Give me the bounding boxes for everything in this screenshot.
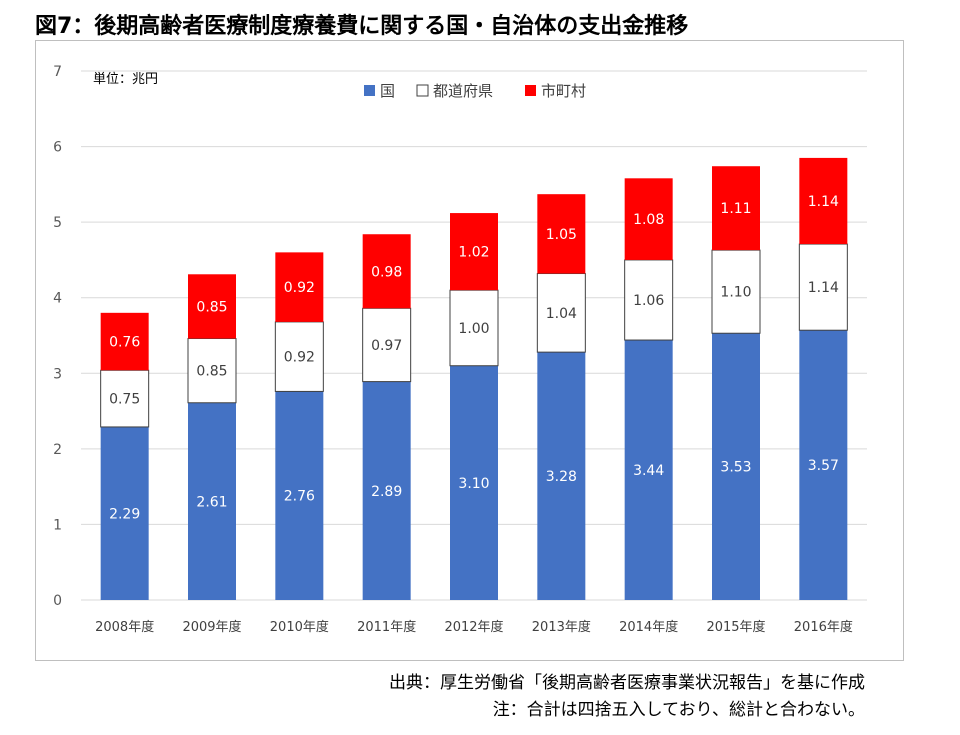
y-tick-label: 6	[53, 140, 62, 156]
data-label: 0.75	[109, 392, 140, 408]
data-label: 1.06	[633, 293, 664, 309]
legend-swatch	[416, 84, 429, 97]
bar-segment	[624, 340, 673, 600]
x-tick-label: 2013年度	[532, 619, 591, 635]
data-label: 3.57	[808, 458, 839, 474]
bar-segment	[274, 321, 324, 392]
data-label: 1.00	[458, 321, 489, 337]
bar-segment	[187, 338, 237, 404]
data-label: 0.92	[284, 280, 315, 296]
x-tick-label: 2012年度	[444, 619, 503, 635]
data-label: 1.10	[720, 285, 751, 301]
data-label: 3.10	[458, 476, 489, 492]
source-note: 出典：厚生労働省「後期高齢者医療事業状況報告」を基に作成	[389, 673, 865, 693]
data-label: 3.53	[720, 460, 751, 476]
y-tick-label: 0	[53, 593, 62, 609]
bar-segment	[100, 312, 149, 371]
data-label: 0.85	[196, 299, 227, 315]
bar-segment	[536, 273, 586, 353]
data-label: 1.05	[546, 227, 577, 243]
legend-label: 市町村	[541, 82, 586, 100]
x-tick-label: 2015年度	[706, 619, 765, 635]
bar-segment	[362, 381, 411, 600]
y-tick-label: 1	[53, 517, 62, 533]
x-tick-label: 2016年度	[794, 619, 853, 635]
bar-segment	[537, 352, 586, 600]
legend-swatch	[525, 85, 536, 96]
bar-segment	[798, 243, 848, 331]
y-tick-label: 2	[53, 442, 62, 458]
rounding-note: 注：合計は四捨五入しており、総計と合わない。	[492, 700, 865, 720]
bar-segment	[275, 391, 324, 600]
bar-segment	[188, 274, 236, 339]
bar-segment	[799, 330, 848, 600]
x-tick-label: 2010年度	[270, 619, 329, 635]
data-label: 1.02	[458, 245, 489, 261]
legend-label: 国	[380, 82, 395, 100]
data-label: 2.76	[284, 489, 315, 505]
data-label: 0.92	[284, 350, 315, 366]
bar-segment	[712, 166, 760, 251]
data-label: 1.11	[720, 201, 751, 217]
bar-segment	[100, 369, 150, 428]
data-label: 2.29	[109, 506, 140, 522]
bar-segment	[624, 178, 673, 260]
x-tick-label: 2011年度	[357, 619, 416, 635]
data-label: 2.89	[371, 484, 402, 500]
y-tick-label: 3	[53, 366, 62, 382]
data-label: 1.14	[808, 194, 839, 210]
data-label: 0.98	[371, 264, 402, 280]
legend-swatch	[364, 85, 375, 96]
bar-segment	[799, 157, 848, 245]
bar-segment	[100, 426, 149, 600]
data-label: 3.28	[546, 469, 577, 485]
unit-label: 単位：兆円	[93, 71, 158, 87]
bar-segment	[712, 333, 760, 600]
bar-segment	[449, 289, 499, 367]
data-label: 1.14	[808, 280, 839, 296]
bar-segment	[450, 213, 498, 291]
data-label: 0.97	[371, 338, 402, 354]
legend-label: 都道府県	[433, 82, 493, 100]
bar-segment	[362, 234, 411, 309]
data-label: 1.04	[546, 306, 577, 322]
stacked-bar-chart: 0 1 2 3 4 5 6 7 2.29 0.75 0.76 2008年度 2.61 0.85 0.85 20…	[53, 64, 867, 635]
bar-segment	[275, 252, 324, 322]
bar-segment	[711, 249, 761, 334]
chart-title: 図7：後期高齢者医療制度療養費に関する国・自治体の支出金推移	[35, 14, 689, 39]
y-tick-label: 4	[53, 291, 62, 307]
data-label: 1.08	[633, 212, 664, 228]
x-tick-label: 2009年度	[182, 619, 241, 635]
chart-frame: 0 1 2 3 4 5 6 7 2.29 0.75 0.76 2008年度 2.61 0.85 0.85 20…	[35, 40, 904, 661]
x-tick-label: 2014年度	[619, 619, 678, 635]
y-tick-label: 7	[53, 64, 62, 80]
bar-segment	[188, 402, 236, 600]
data-label: 0.76	[109, 335, 140, 351]
bar-segment	[624, 259, 674, 341]
bar-segment	[450, 365, 498, 600]
y-tick-label: 5	[53, 215, 62, 231]
data-label: 0.85	[196, 364, 227, 380]
x-tick-label: 2008年度	[95, 619, 154, 635]
data-label: 3.44	[633, 463, 664, 479]
bar-segment	[537, 194, 586, 274]
data-label: 2.61	[196, 494, 227, 510]
